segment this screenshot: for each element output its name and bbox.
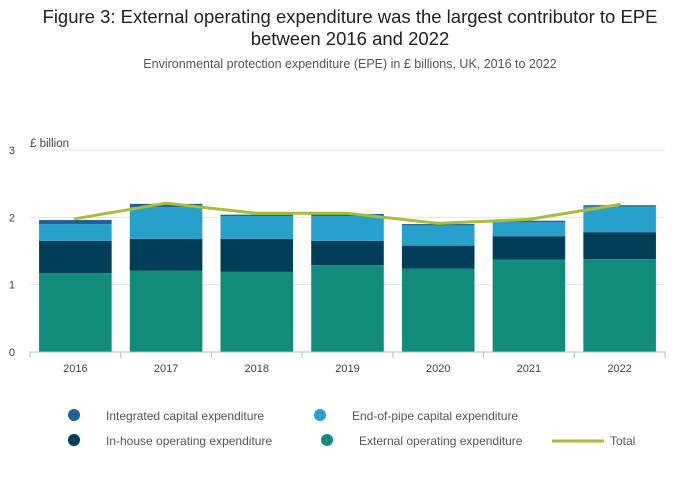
bar-2016-series-3 bbox=[39, 220, 112, 225]
y-tick-label-2: 2 bbox=[9, 212, 15, 224]
bar-2016-series-0 bbox=[39, 273, 112, 352]
legend-item-0: Integrated capital expenditure bbox=[68, 409, 264, 423]
bar-2016-series-2 bbox=[39, 224, 112, 241]
bar-2019-series-3 bbox=[311, 213, 384, 216]
total-line bbox=[73, 201, 622, 225]
bar-2020-series-1 bbox=[401, 245, 475, 269]
bar-2016-series-1 bbox=[39, 240, 112, 274]
axes: 0 1 2 3 2016 2017 2018 2019 2020 2021 2022 bbox=[9, 145, 666, 375]
chart-title-line-2: between 2016 and 2022 bbox=[250, 28, 450, 49]
bar-2019-series-1 bbox=[311, 240, 384, 266]
bar-2017-series-2 bbox=[129, 207, 203, 239]
x-tick-label-2019: 2019 bbox=[335, 363, 359, 375]
x-tick-label-2016: 2016 bbox=[63, 363, 87, 375]
bar-2017-series-3 bbox=[129, 203, 203, 208]
legend-swatch-circle bbox=[321, 434, 333, 446]
bar-2020-series-2 bbox=[401, 225, 475, 246]
bar-2021-series-0 bbox=[492, 259, 566, 352]
x-tick-label-2022: 2022 bbox=[607, 363, 631, 375]
legend-item-4: Total bbox=[552, 434, 635, 448]
bar-2019-series-2 bbox=[311, 215, 384, 241]
x-tick-label-2017: 2017 bbox=[154, 363, 178, 375]
x-tick-label-2021: 2021 bbox=[517, 363, 541, 375]
bar-2017-series-0 bbox=[129, 270, 203, 352]
legend-label: External operating expenditure bbox=[359, 434, 523, 448]
y-tick-label-0: 0 bbox=[9, 347, 15, 359]
bar-2018-series-1 bbox=[220, 238, 294, 272]
legend-swatch-circle bbox=[68, 434, 80, 446]
total-series-line bbox=[73, 201, 622, 225]
legend-label: In-house operating expenditure bbox=[106, 434, 272, 448]
y-axis-label: £ billion bbox=[30, 138, 69, 150]
chart-title: Figure 3: External operating expenditure… bbox=[0, 6, 700, 50]
legend-label: End-of-pipe capital expenditure bbox=[352, 409, 518, 423]
bar-2018-series-2 bbox=[220, 215, 294, 239]
bar-2022-series-0 bbox=[583, 259, 656, 352]
bar-2020-series-0 bbox=[401, 268, 475, 352]
bars bbox=[39, 203, 656, 352]
legend-item-2: In-house operating expenditure bbox=[68, 434, 272, 448]
bar-2021-series-2 bbox=[492, 222, 566, 237]
legend-label: Total bbox=[610, 434, 635, 448]
bar-2017-series-1 bbox=[129, 238, 203, 271]
bar-2018-series-0 bbox=[220, 271, 294, 352]
y-tick-label-3: 3 bbox=[9, 145, 15, 157]
legend-swatch-circle bbox=[68, 409, 80, 421]
legend-label: Integrated capital expenditure bbox=[106, 409, 264, 423]
x-tick-label-2020: 2020 bbox=[426, 363, 450, 375]
legend-swatch-circle bbox=[314, 409, 326, 421]
x-tick-label-2018: 2018 bbox=[245, 363, 269, 375]
legend: Integrated capital expenditure End-of-pip… bbox=[68, 409, 635, 448]
chart-subtitle: Environmental protection expenditure (EP… bbox=[143, 57, 557, 71]
legend-item-3: External operating expenditure bbox=[321, 434, 523, 448]
bar-2021-series-1 bbox=[492, 236, 566, 260]
bar-2018-series-3 bbox=[220, 214, 294, 216]
bar-2022-series-2 bbox=[583, 206, 656, 233]
bar-2022-series-1 bbox=[583, 232, 656, 260]
bar-2021-series-3 bbox=[492, 220, 566, 223]
y-tick-label-1: 1 bbox=[9, 280, 15, 292]
legend-item-1: End-of-pipe capital expenditure bbox=[314, 409, 518, 423]
bar-2019-series-0 bbox=[311, 265, 384, 352]
chart-title-line-1: Figure 3: External operating expenditure… bbox=[42, 6, 658, 27]
